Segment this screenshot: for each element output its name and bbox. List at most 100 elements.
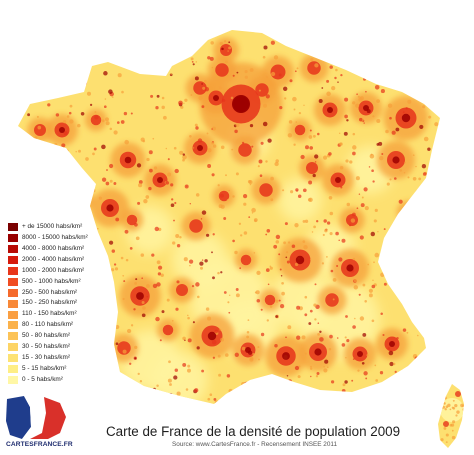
density-speckle [263,385,266,388]
density-speckle [136,163,142,168]
density-speckle [63,131,68,136]
urban-dense [189,219,203,233]
density-speckle [101,177,107,182]
density-speckle [42,173,46,178]
density-speckle [412,154,415,157]
density-speckle [148,150,153,155]
urban-dense [264,294,276,306]
density-speckle [441,387,445,391]
density-speckle [138,180,143,184]
density-speckle [346,339,350,343]
urban-core [327,107,333,113]
density-speckle [403,302,407,307]
density-speckle [51,170,54,172]
density-speckle [422,328,426,333]
density-speckle [407,90,412,94]
density-speckle [103,105,107,109]
density-speckle [210,41,214,45]
density-speckle [427,147,431,151]
density-speckle [288,379,292,384]
density-speckle [150,94,154,98]
urban-core [59,127,65,133]
density-speckle [168,393,173,397]
density-speckle [365,62,371,67]
density-speckle [109,127,113,131]
density-speckle [421,277,426,282]
density-speckle [394,285,398,288]
density-speckle [56,183,59,186]
density-speckle [156,384,159,388]
density-speckle [55,113,60,117]
density-speckle [222,98,226,102]
density-speckle [110,268,115,272]
density-speckle [396,51,401,56]
legend-swatch [8,321,18,330]
density-speckle [83,81,87,85]
density-speckle [451,406,454,409]
density-speckle [332,298,335,301]
density-speckle [399,169,403,172]
density-speckle [118,388,123,393]
density-speckle [306,30,311,34]
density-speckle [326,256,328,258]
urban-core [335,177,341,183]
density-speckle [58,71,62,75]
urban-core [295,255,305,265]
density-speckle [351,212,356,217]
density-speckle [391,130,396,135]
density-speckle [418,47,422,52]
density-speckle [358,31,363,36]
density-speckle [156,94,160,98]
density-speckle [435,311,440,316]
density-speckle [54,64,57,68]
density-speckle [54,68,59,73]
density-speckle [269,265,272,267]
density-speckle [189,135,192,138]
density-speckle [436,110,440,115]
density-speckle [257,346,260,349]
density-speckle [318,99,323,103]
density-speckle [23,110,25,112]
density-speckle [212,144,217,148]
density-speckle [313,303,317,307]
density-speckle [289,79,293,83]
density-speckle [394,370,397,374]
density-speckle [455,414,458,417]
density-speckle [169,383,172,386]
density-speckle [454,403,458,408]
density-speckle [279,268,282,271]
density-speckle [431,207,435,210]
density-speckle [187,364,191,368]
density-speckle [423,136,429,142]
density-speckle [383,228,386,231]
density-speckle [353,279,357,283]
density-speckle [201,83,203,85]
density-speckle [211,66,214,69]
density-speckle [401,369,405,372]
density-speckle [198,95,203,101]
density-speckle [62,168,65,171]
density-speckle [182,336,186,341]
density-speckle [322,233,325,237]
density-speckle [219,41,223,46]
density-speckle [414,356,419,361]
density-speckle [170,183,174,187]
density-speckle [275,315,279,318]
density-speckle [220,145,225,150]
density-speckle [304,45,309,49]
density-speckle [265,233,268,236]
density-speckle [149,168,153,173]
density-speckle [302,240,306,243]
density-speckle [267,138,272,143]
density-speckle [254,291,257,294]
density-speckle [197,138,203,143]
density-speckle [167,158,170,161]
density-speckle [207,316,212,321]
density-speckle [355,103,360,108]
density-speckle [295,43,298,46]
density-speckle [380,272,385,278]
density-speckle [331,85,336,91]
density-speckle [310,365,312,368]
density-speckle [379,371,384,375]
